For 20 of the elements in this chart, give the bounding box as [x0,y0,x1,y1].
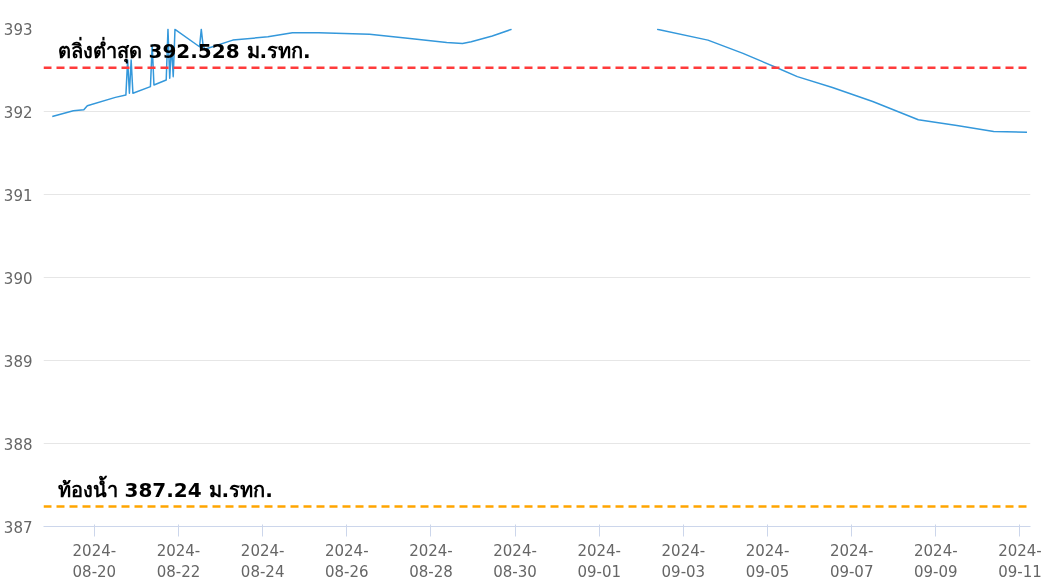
x-tick-label: 2024- 08-22 [156,541,201,582]
x-tick-label: 2024- 09-01 [577,541,622,582]
x-tick-label: 2024- 09-09 [914,541,958,582]
x-tick-label: 2024- 08-24 [240,541,285,582]
x-tick-label: 2024- 09-07 [829,541,874,582]
x-tick-label: 2024- 08-20 [72,541,117,582]
y-tick-label: 389 [3,352,33,371]
y-tick-label: 392 [3,103,33,122]
ref-line-label: ท้องน้ำ 387.24 ม.รทก. [57,474,273,502]
y-tick-label: 388 [3,435,33,454]
x-tick-label: 2024- 08-28 [409,541,453,582]
x-tick-label: 2024- 08-30 [493,541,537,582]
y-tick-label: 387 [3,518,33,537]
x-tick-label: 2024- 09-05 [745,541,790,582]
x-tick-label: 2024- 08-26 [324,541,369,582]
y-tick-label: 390 [3,269,33,288]
y-tick-label: 393 [3,20,33,39]
x-tick-label: 2024- 09-11 [998,541,1042,582]
x-tick-label: 2024- 09-03 [661,541,706,582]
y-tick-label: 391 [3,186,33,205]
